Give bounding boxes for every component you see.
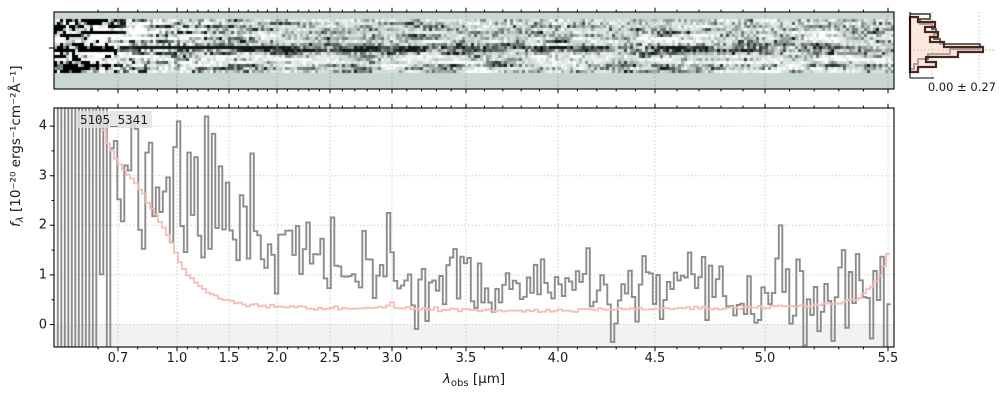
x-axis-label-lambda: λ (442, 371, 451, 387)
y-tick-label: 0 (38, 317, 47, 332)
x-tick-label: 2.5 (319, 351, 341, 366)
source-id-annotation: 5105_5341 (76, 111, 152, 128)
x-tick-label: 2.0 (266, 351, 288, 366)
y-tick-label: 1 (38, 267, 47, 283)
y-axis-label-units: [10⁻²⁰ ergs⁻¹cm⁻²Å⁻¹] (8, 65, 24, 217)
x-tick-label: 3.0 (381, 351, 403, 366)
x-tick-label: 4.5 (644, 351, 666, 366)
y-axis-label-lambda: λ (15, 216, 26, 223)
x-tick-label: 5.5 (877, 351, 899, 366)
y-tick-label: 2 (38, 217, 47, 233)
x-tick-label: 1.0 (166, 351, 188, 366)
y-axis-label-f: f (8, 222, 24, 227)
y-tick-label: 4 (38, 118, 47, 134)
x-tick-label: 4.0 (547, 351, 569, 366)
x-axis-label: λobs [μm] (443, 371, 505, 389)
y-tick-label: 3 (38, 168, 47, 184)
x-tick-label: 5.0 (754, 351, 776, 366)
x-axis-label-subscript: obs (450, 378, 469, 389)
x-tick-label: 3.5 (455, 351, 477, 366)
x-axis-label-units: [μm] (468, 371, 506, 387)
profile-stats-label: 0.00 ± 0.27 (927, 80, 996, 94)
spectrum-2d-image (54, 12, 894, 89)
x-tick-label: 1.5 (218, 351, 240, 366)
x-tick-label: 0.7 (107, 351, 129, 366)
